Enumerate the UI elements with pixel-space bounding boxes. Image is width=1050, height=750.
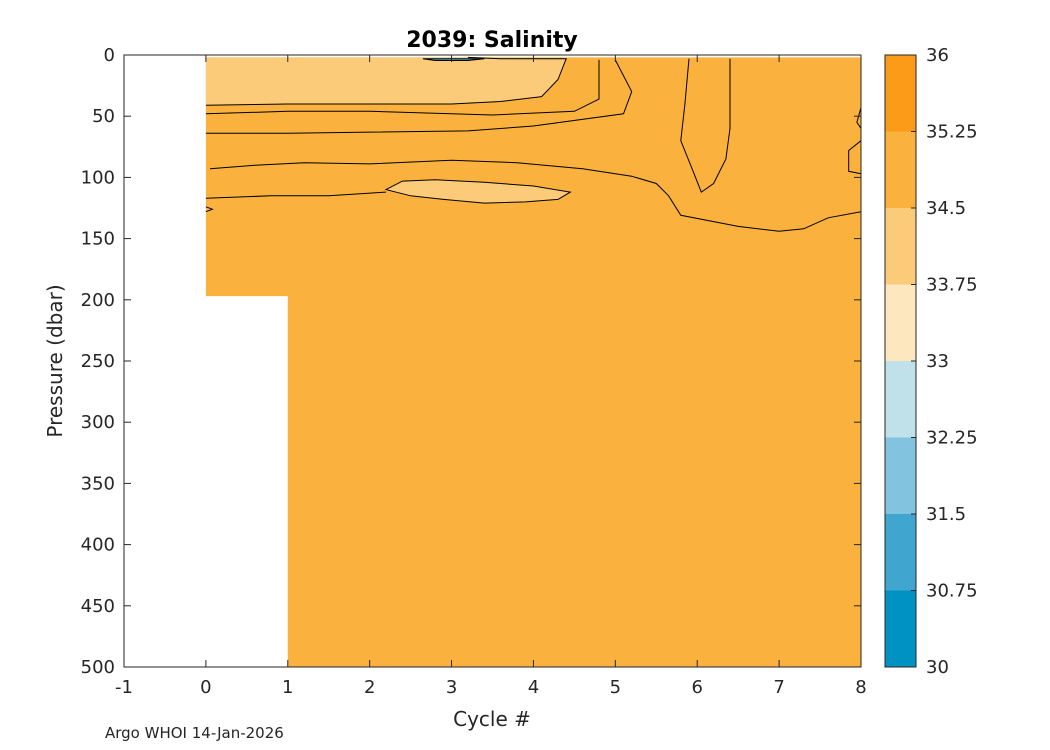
contour-line-deep — [209, 159, 862, 232]
colorbar-tick-label: 32.25 — [926, 428, 978, 449]
contour-line-right-edge-2 — [848, 140, 862, 175]
colorbar-tick-label: 30 — [926, 657, 949, 678]
x-tick-label: 5 — [610, 677, 621, 698]
y-tick-label: 50 — [92, 106, 115, 127]
salinity-region-surface — [205, 57, 567, 106]
salinity-region-base — [205, 57, 861, 667]
colorbar-swatch — [885, 590, 916, 667]
y-tick-label: 450 — [81, 596, 115, 617]
y-tick-label: 0 — [104, 45, 115, 66]
colorbar: 30 30.75 31.5 32.25 33 33.75 34.5 35.25 36 — [884, 45, 978, 678]
x-tick-label: -1 — [115, 677, 133, 698]
colorbar-swatch — [885, 437, 916, 514]
x-tick-label: 1 — [282, 677, 293, 698]
contour-line-edge-notch — [205, 206, 214, 213]
contour-line-tongue — [680, 58, 731, 193]
colorbar-swatch — [885, 284, 916, 361]
y-axis: 0 50 100 150 200 250 300 350 400 450 500 — [81, 45, 861, 678]
y-tick-label: 200 — [81, 290, 115, 311]
colorbar-ticks: 30 30.75 31.5 32.25 33 33.75 34.5 35.25 36 — [911, 45, 978, 678]
colorbar-swatch — [885, 361, 916, 438]
y-tick-label: 350 — [81, 473, 115, 494]
colorbar-swatches — [885, 55, 916, 667]
x-axis-label: Cycle # — [453, 707, 531, 731]
y-tick-label: 400 — [81, 535, 115, 556]
x-tick-label: 8 — [855, 677, 866, 698]
colorbar-swatch — [885, 514, 916, 591]
colorbar-tick-label: 34.5 — [926, 198, 966, 219]
x-tick-label: 7 — [773, 677, 784, 698]
contour-line-mid — [205, 59, 633, 134]
colorbar-tick-label: 33 — [926, 351, 949, 372]
colorbar-swatch — [885, 208, 916, 285]
colorbar-tick-label: 30.75 — [926, 581, 978, 602]
x-tick-label: 6 — [691, 677, 702, 698]
x-tick-label: 4 — [528, 677, 539, 698]
colorbar-tick-label: 31.5 — [926, 504, 966, 525]
footer-credit: Argo WHOI 14-Jan-2026 — [105, 724, 284, 742]
y-tick-label: 100 — [81, 167, 115, 188]
contour-line-lens-left — [205, 191, 387, 199]
contour-line-lens — [384, 179, 572, 204]
salinity-fill — [205, 57, 861, 667]
colorbar-swatch — [885, 55, 916, 132]
x-tick-label: 3 — [446, 677, 457, 698]
x-tick-label: 0 — [200, 677, 211, 698]
y-axis-label: Pressure (dbar) — [43, 284, 67, 437]
colorbar-tick-label: 36 — [926, 45, 949, 66]
chart-title: 2039: Salinity — [406, 28, 578, 53]
x-tick-label: 2 — [364, 677, 375, 698]
contour-line-fresh-patch — [422, 58, 485, 61]
x-axis: -1 0 1 2 3 4 5 6 7 8 — [115, 55, 867, 698]
y-tick-label: 300 — [81, 412, 115, 433]
y-tick-label: 250 — [81, 351, 115, 372]
contour-line-right-edge — [856, 107, 862, 129]
y-tick-label: 500 — [81, 657, 115, 678]
colorbar-tick-label: 33.75 — [926, 275, 978, 296]
colorbar-tick-label: 35.25 — [926, 122, 978, 143]
y-tick-label: 150 — [81, 229, 115, 250]
plot-area: -1 0 1 2 3 4 5 6 7 8 0 50 100 150 200 250 300 350 400 450 5… — [81, 45, 867, 698]
contour-line-shallow — [205, 59, 600, 116]
colorbar-swatch — [885, 131, 916, 208]
